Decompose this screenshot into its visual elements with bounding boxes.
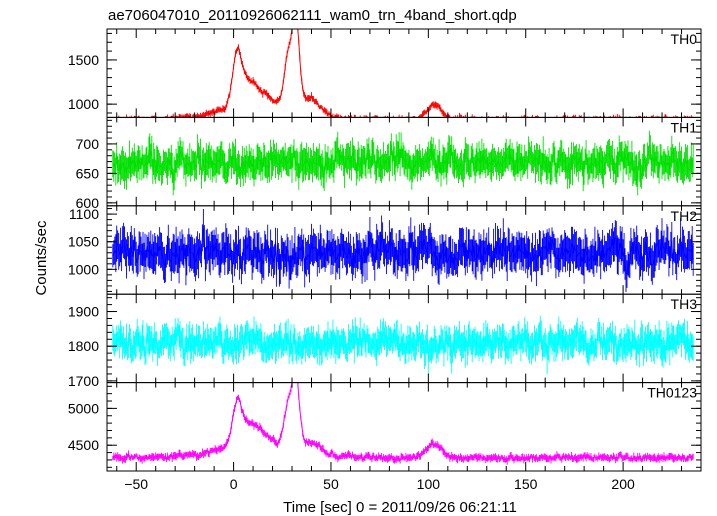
panels-group: 1000 1500 TH0 600 650 700 TH1 1000 1050 1100 TH2 17… [68,28,702,472]
series-th0123 [112,382,694,465]
error-bars-th0 [114,29,694,118]
series-th3 [112,315,694,375]
series-th0 [114,29,694,118]
panel-name-th0123: TH0123 [647,385,697,401]
y-tick-label-th0123-1: 5000 [68,400,99,416]
x-tick-label-4: 150 [514,476,538,492]
x-tick-label-0: −50 [124,476,148,492]
y-tick-label-th0123-0: 4500 [68,437,99,453]
panel-frame-th0 [106,28,702,118]
line-th0 [126,29,688,118]
panel-th0123: 4500 5000 TH0123 [68,382,702,472]
panel-name-th3: TH3 [671,296,698,312]
y-tick-label-th3-0: 1700 [68,373,99,389]
chart-title: ae706047010_20110926062111_wam0_trn_4ban… [108,7,517,24]
y-tick-label-th3-2: 1900 [68,304,99,320]
x-tick-label-3: 100 [417,476,441,492]
y-tick-label-th2-2: 1100 [69,206,99,222]
y-axis-label: Counts/sec [33,220,50,296]
line-th2 [112,228,694,275]
x-tick-label-2: 50 [323,476,339,492]
x-tick-label-1: 0 [230,476,238,492]
x-axis-ticks: −50 0 50 100 150 200 [124,476,635,492]
y-tick-label-th3-1: 1800 [68,338,99,354]
panel-th0: 1000 1500 TH0 [68,28,702,118]
panel-name-th0: TH0 [671,31,698,47]
y-tick-label-th2-0: 1000 [68,261,99,277]
y-tick-label-th1-1: 650 [76,165,100,181]
panel-frame-th0123 [106,382,702,472]
panel-name-th1: TH1 [671,119,698,135]
y-tick-label-th1-2: 700 [76,136,100,152]
series-th2 [112,209,694,293]
panel-th1: 600 650 700 TH1 [76,116,702,211]
series-th1 [112,130,694,196]
y-tick-label-th0-0: 1000 [68,96,99,112]
y-tick-label-th0-1: 1500 [68,52,99,68]
line-th1 [112,143,694,183]
line-th0123 [112,382,694,463]
panel-th2: 1000 1050 1100 TH2 [68,205,702,295]
x-axis-label: Time [sec] 0 = 2011/09/26 06:21:11 [283,499,517,516]
x-tick-label-5: 200 [611,476,635,492]
line-th3 [112,326,694,360]
panel-name-th2: TH2 [671,208,698,224]
panel-th3: 1700 1800 1900 TH3 [68,293,702,389]
y-tick-label-th1-0: 600 [76,195,100,211]
y-tick-label-th2-1: 1050 [68,234,99,250]
error-bars-th0123 [112,382,694,465]
